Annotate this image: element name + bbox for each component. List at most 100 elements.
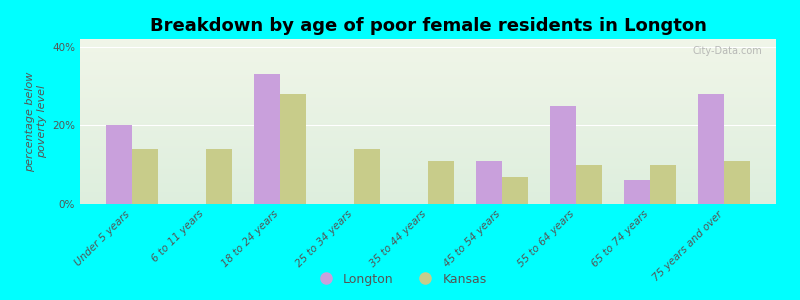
Bar: [80, 141, 776, 143]
Bar: [80, 83, 776, 85]
Bar: [80, 64, 776, 65]
Bar: [624, 180, 650, 204]
Bar: [80, 151, 776, 153]
Bar: [132, 149, 158, 204]
Bar: [80, 93, 776, 95]
Bar: [80, 148, 776, 149]
Bar: [80, 67, 776, 69]
Bar: [80, 75, 776, 77]
Bar: [80, 191, 776, 193]
Bar: [80, 40, 776, 42]
Text: City-Data.com: City-Data.com: [692, 46, 762, 56]
Bar: [80, 189, 776, 191]
Bar: [80, 179, 776, 181]
Bar: [80, 168, 776, 169]
Bar: [80, 153, 776, 154]
Bar: [80, 79, 776, 80]
Bar: [80, 44, 776, 46]
Bar: [80, 115, 776, 116]
Bar: [80, 196, 776, 197]
Bar: [502, 176, 528, 204]
Bar: [80, 112, 776, 113]
Bar: [80, 70, 776, 72]
Legend: Longton, Kansas: Longton, Kansas: [308, 268, 492, 291]
Bar: [80, 194, 776, 196]
Bar: [724, 161, 750, 204]
Bar: [80, 87, 776, 88]
Bar: [80, 182, 776, 184]
Bar: [80, 135, 776, 136]
Bar: [80, 161, 776, 163]
Title: Breakdown by age of poor female residents in Longton: Breakdown by age of poor female resident…: [150, 17, 706, 35]
Bar: [80, 169, 776, 171]
Bar: [80, 145, 776, 146]
Bar: [80, 46, 776, 47]
Bar: [80, 50, 776, 52]
Bar: [80, 77, 776, 79]
Bar: [80, 74, 776, 75]
Bar: [80, 128, 776, 130]
Bar: [80, 90, 776, 92]
Bar: [80, 186, 776, 188]
Bar: [80, 54, 776, 56]
Bar: [80, 126, 776, 128]
Bar: [80, 181, 776, 182]
Bar: [80, 149, 776, 151]
Bar: [80, 178, 776, 179]
Bar: [80, 140, 776, 141]
Bar: [80, 131, 776, 133]
Bar: [80, 125, 776, 126]
Bar: [80, 118, 776, 120]
Bar: [80, 163, 776, 164]
Bar: [80, 113, 776, 115]
Bar: [80, 69, 776, 70]
Bar: [354, 149, 380, 204]
Y-axis label: percentage below
poverty level: percentage below poverty level: [25, 71, 46, 172]
Bar: [80, 156, 776, 158]
Bar: [80, 62, 776, 64]
Bar: [80, 110, 776, 112]
Bar: [80, 72, 776, 74]
Bar: [80, 130, 776, 131]
Bar: [80, 65, 776, 67]
Bar: [80, 171, 776, 173]
Bar: [80, 199, 776, 201]
Bar: [80, 56, 776, 57]
Bar: [80, 202, 776, 204]
Bar: [650, 165, 676, 204]
Bar: [80, 102, 776, 103]
Bar: [550, 106, 576, 204]
Bar: [80, 138, 776, 140]
Bar: [206, 149, 232, 204]
Bar: [80, 106, 776, 108]
Bar: [80, 123, 776, 125]
Bar: [80, 60, 776, 62]
Bar: [80, 193, 776, 194]
Bar: [80, 52, 776, 54]
Bar: [80, 49, 776, 50]
Bar: [80, 92, 776, 93]
Bar: [80, 184, 776, 186]
Bar: [80, 98, 776, 100]
Bar: [80, 100, 776, 102]
Bar: [80, 57, 776, 59]
Bar: [80, 95, 776, 97]
Bar: [80, 122, 776, 123]
Bar: [80, 133, 776, 135]
Bar: [80, 42, 776, 44]
Bar: [80, 88, 776, 90]
Bar: [80, 116, 776, 118]
Bar: [80, 82, 776, 83]
Bar: [80, 108, 776, 110]
Bar: [80, 201, 776, 202]
Bar: [80, 164, 776, 166]
Bar: [80, 47, 776, 49]
Bar: [80, 173, 776, 174]
Bar: [80, 188, 776, 189]
Bar: [80, 159, 776, 161]
Bar: [80, 97, 776, 98]
Bar: [80, 174, 776, 176]
Bar: [576, 165, 602, 204]
Bar: [80, 80, 776, 82]
Bar: [80, 197, 776, 199]
